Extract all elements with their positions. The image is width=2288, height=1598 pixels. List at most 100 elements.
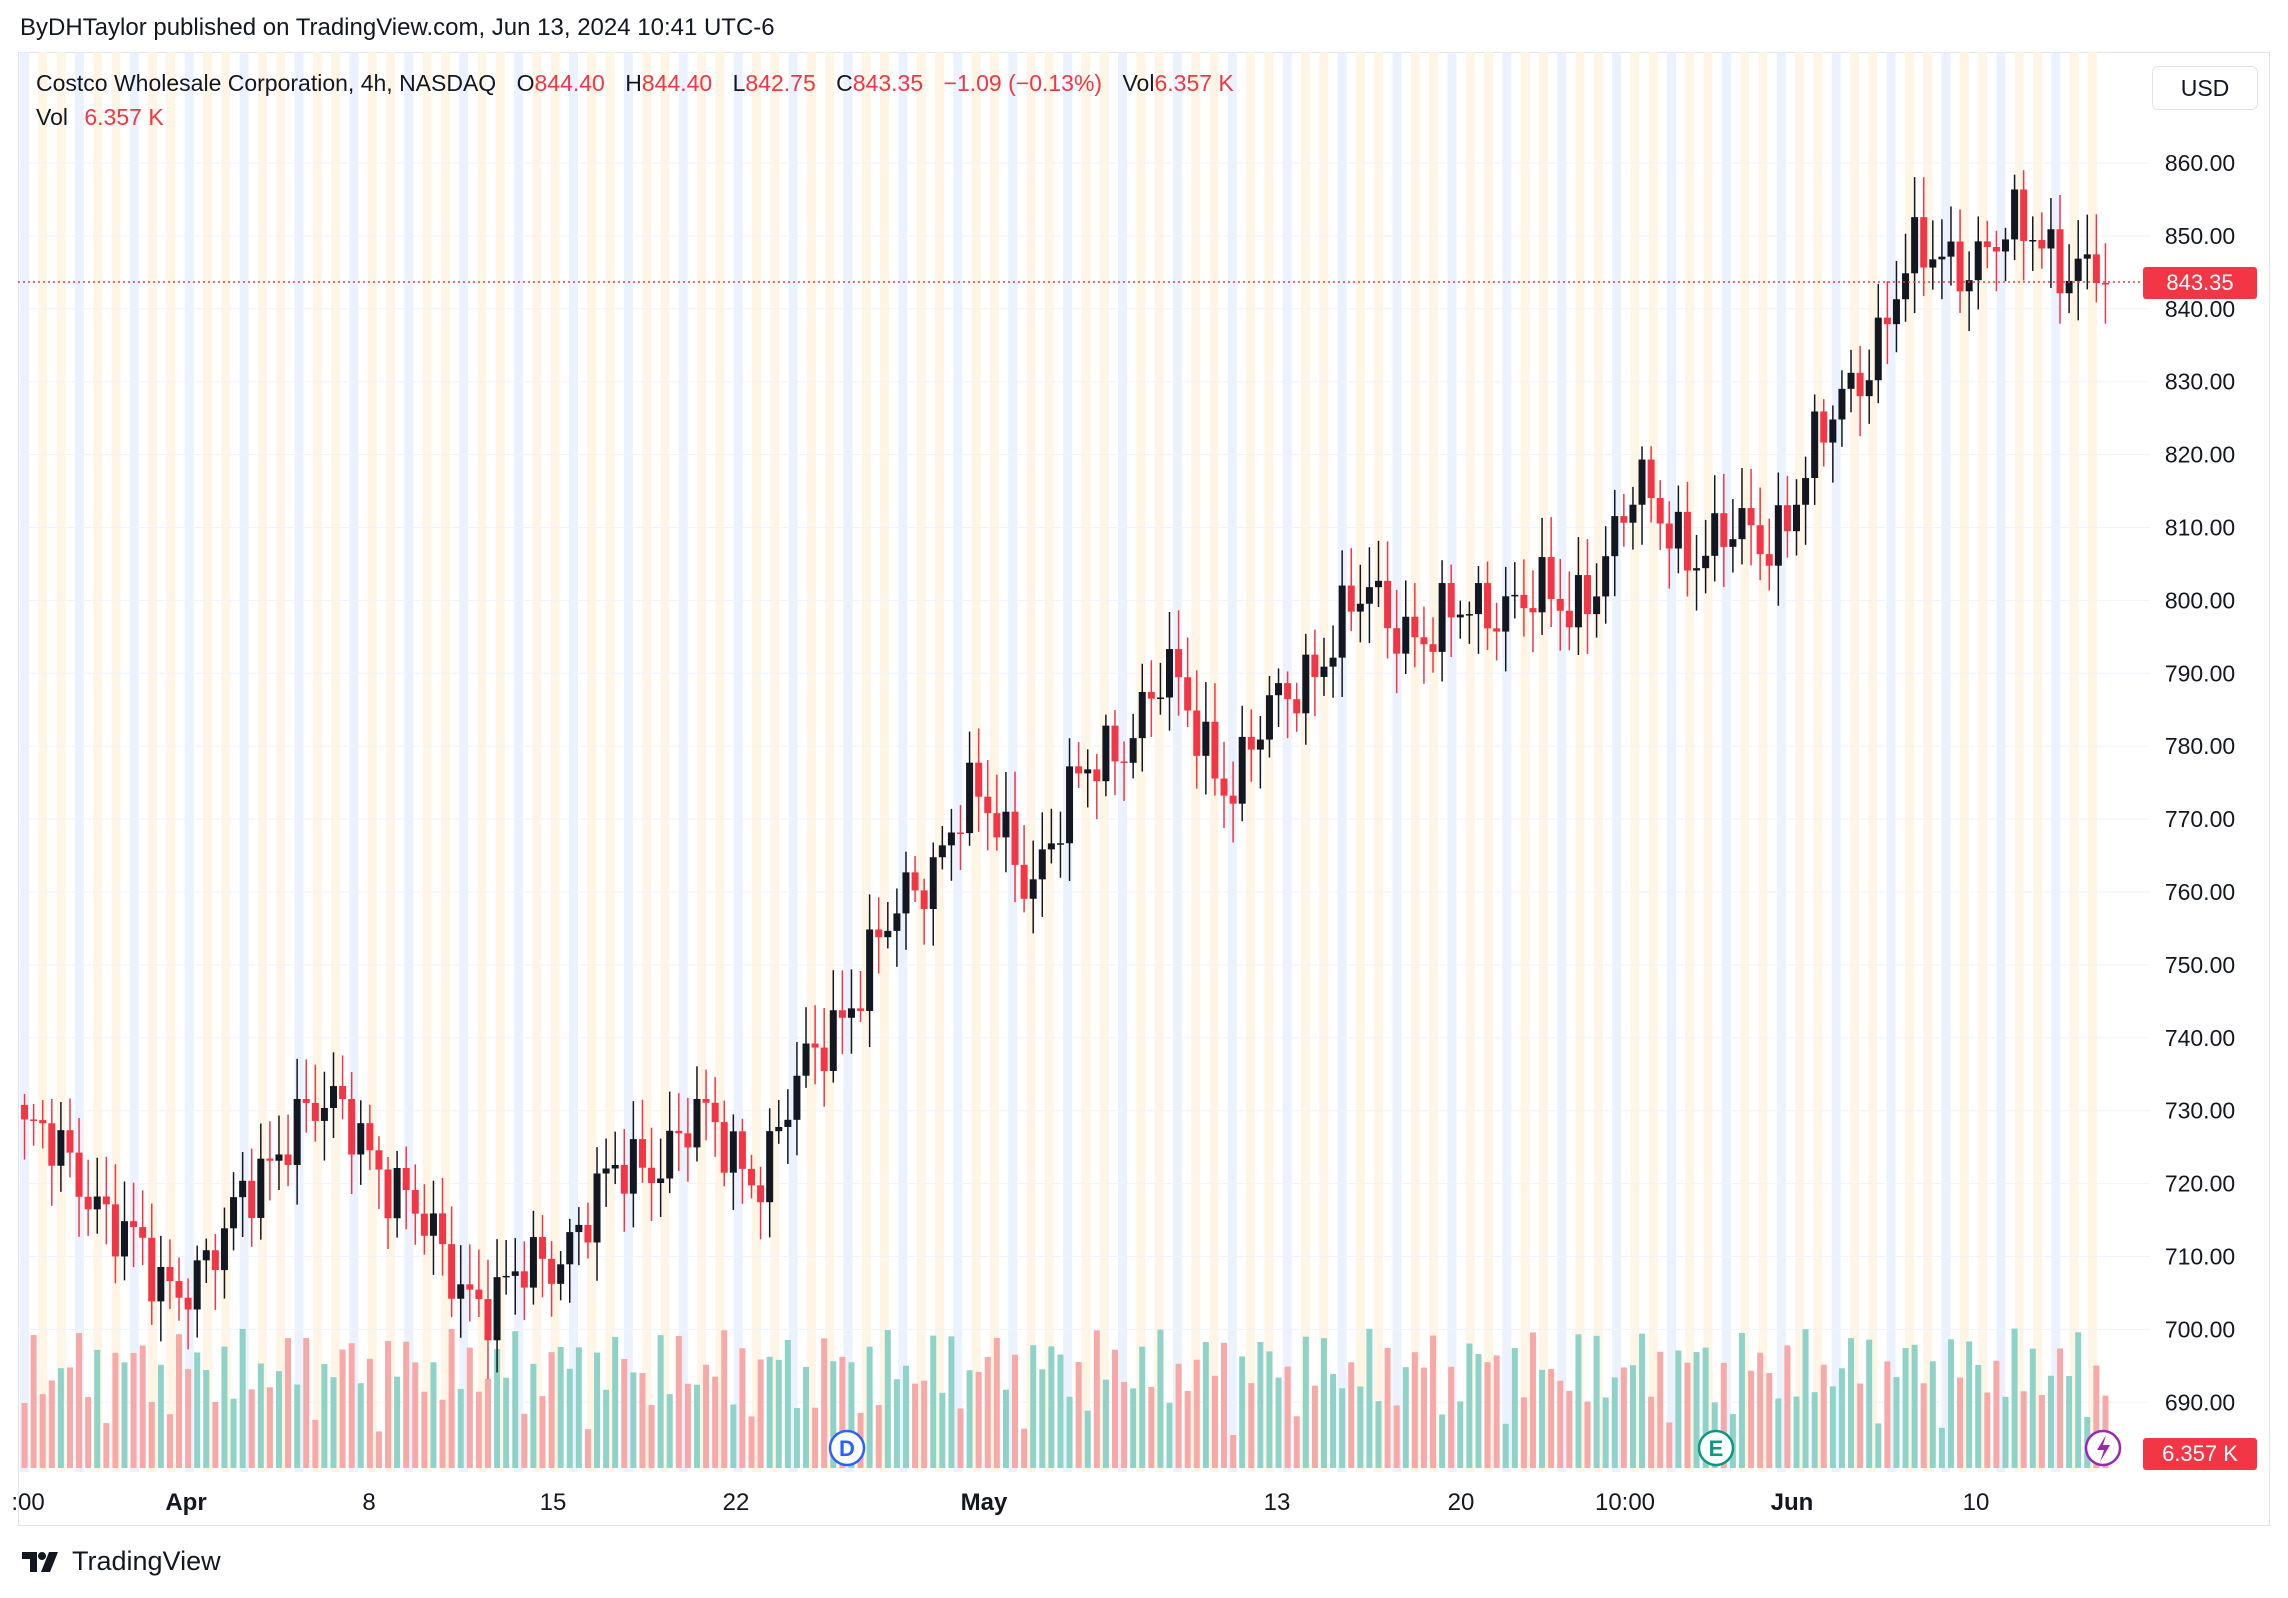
- tradingview-logo[interactable]: TradingView: [22, 1546, 221, 1577]
- session-band: [111, 52, 121, 1472]
- session-band: [1721, 52, 1731, 1472]
- candle-body: [1693, 568, 1701, 571]
- session-band: [1026, 52, 1036, 1472]
- volume-bar: [285, 1338, 292, 1468]
- candle-body: [202, 1250, 210, 1261]
- session-band: [74, 52, 84, 1472]
- volume-bar: [1520, 1397, 1527, 1468]
- session-band: [294, 52, 304, 1472]
- volume-bar: [1339, 1388, 1346, 1468]
- volume-bar: [1893, 1376, 1900, 1468]
- session-band: [459, 52, 469, 1472]
- candle-body: [2101, 283, 2109, 285]
- candle-body: [121, 1221, 128, 1257]
- candle-body: [638, 1139, 646, 1168]
- candle-body: [393, 1167, 401, 1219]
- volume-bar: [1920, 1383, 1927, 1468]
- volume-bar: [1675, 1350, 1682, 1468]
- candle-body: [1402, 616, 1410, 654]
- volume-tag: 6.357 K: [2143, 1438, 2257, 1470]
- candle-body: [1311, 654, 1319, 677]
- dividend-marker[interactable]: D: [828, 1429, 866, 1467]
- open-label: O: [516, 70, 535, 96]
- candle-body: [57, 1130, 65, 1166]
- candle-body: [2020, 189, 2028, 241]
- price-tick-label: 820.00: [2165, 442, 2235, 468]
- candle-body: [111, 1204, 119, 1257]
- volume-bar: [975, 1371, 982, 1468]
- volume-bar: [1221, 1342, 1228, 1468]
- session-band: [843, 52, 853, 1472]
- candle-body: [738, 1131, 746, 1169]
- candle-body: [84, 1196, 92, 1210]
- time-tick-label: 10:00: [1595, 1489, 1655, 1516]
- volume-bar: [1602, 1397, 1609, 1468]
- candle-body: [1493, 628, 1501, 632]
- ohlc-legend: Costco Wholesale Corporation, 4h, NASDAQ…: [36, 70, 1234, 97]
- session-band: [989, 52, 999, 1472]
- volume-bar: [621, 1358, 628, 1468]
- candle-body: [384, 1169, 392, 1219]
- session-band: [1959, 52, 1969, 1472]
- volume-legend[interactable]: Vol 6.357 K: [36, 104, 164, 131]
- volume-bar: [366, 1358, 373, 1468]
- volume-bar: [557, 1347, 564, 1468]
- candle-body: [2011, 189, 2019, 240]
- volume-bar: [475, 1391, 482, 1468]
- volume-bar: [803, 1366, 810, 1468]
- volume-bar: [1593, 1335, 1600, 1468]
- currency-button[interactable]: USD: [2152, 66, 2258, 110]
- candle-body: [484, 1299, 492, 1341]
- open-value: 844.40: [534, 70, 605, 96]
- candle-body: [911, 872, 919, 891]
- candle-body: [2038, 239, 2046, 249]
- candle-body: [357, 1123, 365, 1155]
- earnings-marker[interactable]: E: [1697, 1429, 1735, 1467]
- volume-bar: [612, 1336, 619, 1468]
- candle-body: [1474, 583, 1482, 615]
- volume-bar: [1430, 1335, 1437, 1468]
- volume-bar: [157, 1364, 164, 1468]
- volume-bar: [1966, 1341, 1973, 1468]
- volume-bar: [2075, 1332, 2082, 1468]
- time-tick-label: 8: [362, 1489, 375, 1516]
- volume-bar: [1320, 1338, 1327, 1468]
- split-marker[interactable]: [2084, 1429, 2122, 1467]
- candle-body: [166, 1266, 174, 1282]
- session-band: [1429, 52, 1439, 1472]
- candle-body: [2002, 239, 2009, 252]
- volume-bar: [1584, 1401, 1591, 1468]
- volume-bar: [103, 1423, 110, 1468]
- volume-bar: [766, 1356, 773, 1468]
- session-band: [1850, 52, 1859, 1472]
- candle-body: [1574, 575, 1582, 628]
- session-band: [1374, 52, 1384, 1472]
- candle-body: [1983, 241, 1991, 248]
- candle-body: [511, 1271, 519, 1276]
- session-band: [1923, 52, 1933, 1472]
- candle-body: [2056, 229, 2064, 294]
- volume-bar: [503, 1377, 510, 1468]
- volume-bar: [1184, 1390, 1191, 1468]
- candle-body: [1229, 795, 1237, 804]
- volume-bar: [693, 1384, 700, 1468]
- volume-bar: [1484, 1362, 1491, 1468]
- candle-body: [302, 1098, 310, 1103]
- volume-bar: [875, 1405, 882, 1468]
- session-band: [605, 52, 615, 1472]
- volume-bar: [1402, 1367, 1409, 1468]
- candle-body: [1902, 273, 1910, 300]
- volume-bar: [1984, 1392, 1991, 1468]
- price-tick-label: 830.00: [2165, 369, 2235, 395]
- volume-bar: [984, 1356, 991, 1468]
- session-band: [715, 52, 725, 1472]
- time-tick-label: May: [961, 1489, 1008, 1516]
- volume-bar: [1330, 1374, 1337, 1468]
- volume-bar: [1411, 1352, 1418, 1468]
- volume-bar: [2047, 1375, 2054, 1468]
- symbol-title[interactable]: Costco Wholesale Corporation, 4h, NASDAQ: [36, 70, 497, 96]
- volume-bar: [1493, 1355, 1500, 1468]
- high-label: H: [625, 70, 642, 96]
- volume-bar: [385, 1341, 392, 1468]
